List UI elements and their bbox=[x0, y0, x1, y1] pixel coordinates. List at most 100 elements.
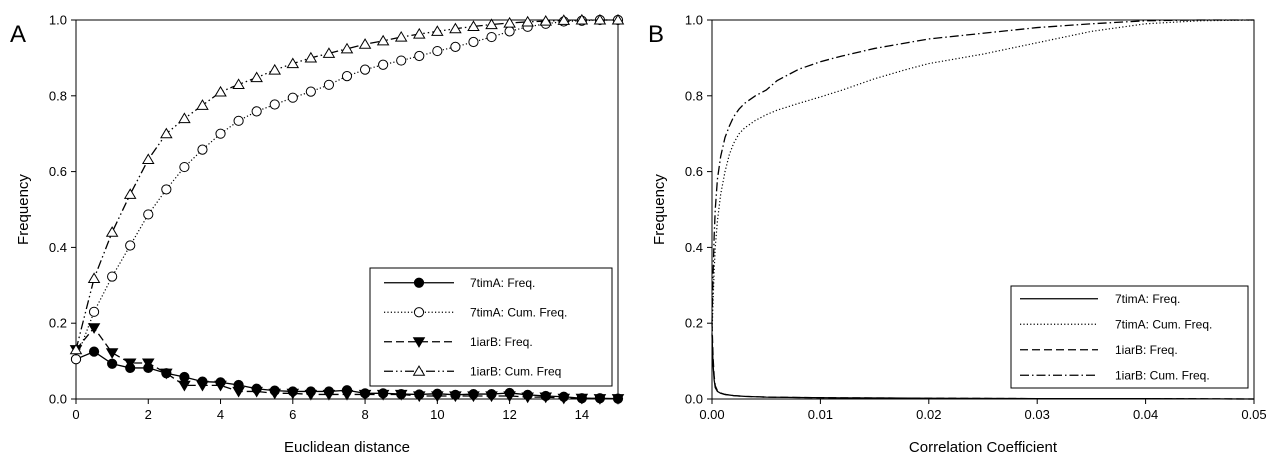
data-point bbox=[431, 25, 444, 36]
series-line bbox=[711, 323, 1255, 400]
data-point bbox=[467, 20, 480, 31]
data-point bbox=[504, 26, 515, 37]
data-point bbox=[70, 354, 82, 365]
x-tick-label: 8 bbox=[361, 407, 368, 422]
legend-entry: 1iarB: Cum. Freq bbox=[470, 365, 561, 379]
x-tick-label: 14 bbox=[575, 407, 589, 422]
legend-marker bbox=[413, 277, 425, 288]
legend: 7timA: Freq. 7timA: Cum. Freq. 1iarB: Freq… bbox=[1010, 285, 1249, 389]
data-point bbox=[88, 306, 100, 317]
data-point bbox=[503, 16, 516, 28]
y-tick-label: 0.0 bbox=[685, 392, 703, 407]
data-point bbox=[161, 184, 172, 195]
data-point bbox=[179, 161, 190, 173]
data-point bbox=[232, 78, 245, 89]
legend-marker bbox=[413, 307, 425, 318]
data-point bbox=[69, 343, 83, 355]
data-point bbox=[485, 18, 498, 30]
data-point bbox=[123, 358, 137, 370]
series-3 bbox=[69, 13, 625, 355]
series-2 bbox=[711, 323, 1255, 400]
legend-entry: 1iarB: Freq. bbox=[1115, 343, 1178, 357]
legend: 7timA: Freq. 7timA: Cum. Freq. 1iarB: Freq… bbox=[369, 267, 613, 387]
legend-entry: 7timA: Freq. bbox=[1115, 292, 1180, 306]
data-point bbox=[107, 358, 118, 369]
data-point bbox=[322, 47, 336, 58]
data-point bbox=[322, 389, 336, 401]
y-tick-label: 0.4 bbox=[685, 240, 703, 255]
data-point bbox=[250, 71, 263, 83]
data-point bbox=[449, 22, 462, 34]
legend-marker bbox=[412, 337, 426, 348]
data-point bbox=[376, 389, 390, 401]
data-point bbox=[232, 386, 245, 398]
data-point bbox=[340, 42, 354, 54]
x-tick-label: 0.02 bbox=[916, 407, 941, 422]
chart-panel-a: A 0 2 4 6 8 10 12 14 0.0 0.2 0.4 0.6 0.8 1.0 Euclidean … bbox=[10, 13, 625, 456]
data-point bbox=[521, 15, 534, 27]
data-point bbox=[557, 393, 571, 405]
data-point bbox=[611, 13, 625, 25]
legend-marker bbox=[412, 365, 426, 376]
x-axis-label: Euclidean distance bbox=[284, 439, 410, 456]
y-axis-label: Frequency bbox=[651, 174, 668, 245]
y-tick-label: 0.8 bbox=[685, 88, 703, 103]
data-point bbox=[412, 27, 426, 39]
data-point bbox=[449, 391, 462, 403]
data-point bbox=[179, 371, 190, 383]
data-point bbox=[503, 391, 516, 403]
data-point bbox=[521, 392, 534, 404]
y-axis-label: Frequency bbox=[15, 174, 32, 245]
data-point bbox=[539, 392, 553, 404]
data-point bbox=[304, 51, 318, 63]
data-point bbox=[575, 13, 589, 25]
data-point bbox=[396, 55, 407, 66]
y-tick-label: 0.4 bbox=[49, 240, 67, 255]
panel-letter: B bbox=[648, 21, 664, 48]
data-point bbox=[196, 99, 209, 110]
panel-letter: A bbox=[10, 21, 26, 48]
legend-entry: 7timA: Freq. bbox=[470, 276, 535, 290]
data-point bbox=[557, 14, 571, 25]
data-point bbox=[358, 38, 372, 49]
data-point bbox=[486, 31, 497, 43]
data-point bbox=[214, 85, 227, 97]
data-point bbox=[123, 188, 137, 199]
series-3 bbox=[711, 19, 1254, 324]
data-point bbox=[287, 92, 298, 103]
legend-entry: 7timA: Cum. Freq. bbox=[470, 306, 567, 320]
data-point bbox=[450, 41, 461, 53]
data-point bbox=[87, 323, 101, 334]
data-point bbox=[143, 209, 154, 220]
data-point bbox=[593, 394, 607, 405]
x-tick-label: 0.05 bbox=[1241, 407, 1266, 422]
data-point bbox=[214, 380, 227, 392]
y-tick-label: 1.0 bbox=[685, 13, 703, 28]
y-tick-label: 0.2 bbox=[49, 316, 67, 331]
data-point bbox=[268, 388, 282, 400]
data-point bbox=[432, 45, 443, 57]
data-point bbox=[611, 394, 625, 405]
x-tick-label: 10 bbox=[430, 407, 444, 422]
data-point bbox=[286, 388, 300, 400]
legend-box bbox=[1010, 285, 1249, 389]
x-tick-label: 4 bbox=[217, 407, 224, 422]
data-point bbox=[394, 30, 408, 42]
data-point bbox=[269, 99, 280, 110]
data-point bbox=[412, 391, 426, 403]
data-point bbox=[233, 115, 244, 126]
data-point bbox=[125, 240, 136, 251]
x-tick-label: 12 bbox=[502, 407, 516, 422]
data-point bbox=[178, 112, 191, 124]
x-tick-label: 6 bbox=[289, 407, 296, 422]
data-point bbox=[414, 50, 425, 62]
legend-entry: 1iarB: Cum. Freq. bbox=[1115, 369, 1210, 383]
data-point bbox=[468, 36, 479, 48]
data-point bbox=[268, 63, 282, 75]
data-point bbox=[141, 358, 155, 370]
data-point bbox=[178, 380, 191, 392]
legend-entry: 1iarB: Freq. bbox=[470, 335, 533, 349]
y-tick-label: 0.6 bbox=[685, 164, 703, 179]
data-point bbox=[160, 127, 173, 139]
